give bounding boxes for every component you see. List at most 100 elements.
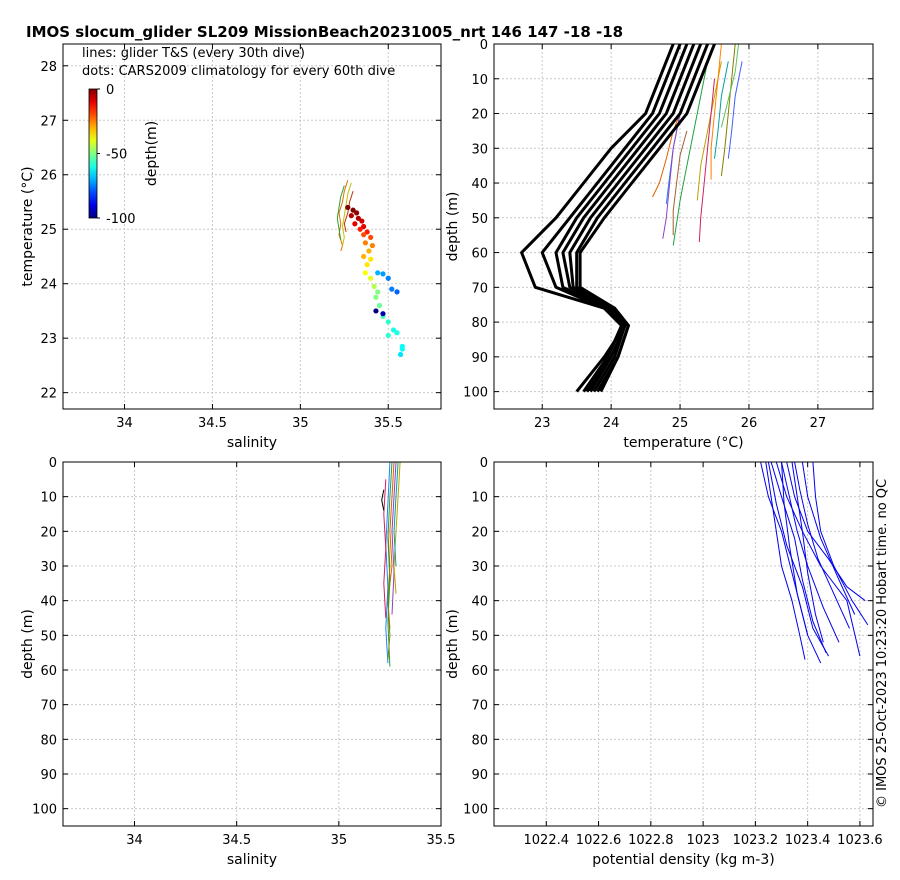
- glider-temperature-profile: [710, 44, 722, 180]
- glider-ts-line: [338, 180, 349, 252]
- y-tick-label: 100: [463, 386, 488, 401]
- axes-frame: [493, 43, 874, 410]
- y-tick-label: 70: [40, 699, 57, 714]
- climatology-dot: [362, 270, 368, 276]
- glider-salinity-profile: [387, 531, 391, 660]
- climatology-dot: [368, 275, 374, 281]
- axes-frame: [62, 461, 442, 827]
- panel-top-right: 23 24 25 26 27 0 10 20 30 40 50 60 70 80 90 100 temperat…: [445, 38, 874, 451]
- glider-temperature-profile: [720, 44, 736, 177]
- y-tick-label: 60: [471, 247, 488, 262]
- climatology-dot: [385, 332, 391, 339]
- y-tick-label: 70: [471, 699, 488, 714]
- x-tick-label: 34.5: [198, 416, 227, 431]
- y-tick-label: 90: [471, 351, 488, 366]
- climatology-dot: [385, 319, 391, 325]
- glider-salinity-profile: [393, 462, 401, 594]
- x-tick-label: 1022.6: [576, 833, 622, 848]
- density-profile: [791, 462, 824, 643]
- climatology-dot: [364, 262, 370, 268]
- y-tick-label: 80: [40, 733, 57, 748]
- y-tick-label: 10: [40, 491, 57, 506]
- climatology-dot: [389, 286, 395, 292]
- density-profile: [767, 462, 830, 657]
- x-axis-label: temperature (°C): [623, 435, 743, 451]
- annotation-lines: lines: glider T&S (every 30th dive): [82, 46, 305, 61]
- climatology-dot: [394, 330, 400, 336]
- y-tick-label: 90: [40, 768, 57, 783]
- climatology-dot: [397, 351, 404, 358]
- density-profile: [781, 462, 840, 643]
- y-tick-label: 27: [40, 114, 57, 129]
- y-tick-label: 70: [471, 281, 488, 296]
- y-tick-label: 26: [40, 169, 57, 184]
- y-tick-label: 40: [471, 177, 488, 192]
- climatology-dot: [369, 242, 376, 249]
- climatology-dot: [366, 248, 372, 254]
- x-tick-label: 26: [741, 416, 758, 431]
- x-tick-label: 34.5: [222, 833, 251, 848]
- climatology-dot: [373, 308, 379, 314]
- climatology-dot: [359, 218, 365, 224]
- colorbar: [88, 88, 98, 219]
- y-tick-label: 25: [40, 223, 57, 238]
- glider-temperature-profile: [672, 61, 709, 246]
- y-tick-label: 100: [463, 803, 488, 818]
- y-tick-label: 80: [471, 733, 488, 748]
- colorbar-tick-label: 0: [106, 83, 114, 98]
- climatology-dot: [352, 221, 358, 227]
- climatology-dot: [375, 289, 381, 295]
- density-profile: [786, 462, 866, 602]
- y-tick-label: 0: [480, 38, 488, 53]
- y-tick-label: 28: [40, 60, 57, 75]
- y-tick-label: 30: [40, 560, 57, 575]
- x-tick-label: 24: [603, 416, 620, 431]
- glider-salinity-profile: [381, 489, 385, 511]
- density-profile: [781, 462, 809, 636]
- x-tick-label: 1023.4: [785, 833, 831, 848]
- plot-area: [336, 180, 405, 358]
- glider-temperature-profile: [662, 113, 681, 239]
- plot-area: [381, 462, 401, 667]
- y-tick-label: 90: [471, 768, 488, 783]
- x-tick-label: 1023.2: [733, 833, 779, 848]
- x-axis-label: potential density (kg m-3): [592, 852, 774, 868]
- y-tick-label: 24: [40, 278, 57, 293]
- y-tick-label: 20: [471, 525, 488, 540]
- colorbar-label: depth(m): [144, 121, 160, 186]
- x-tick-label: 1022.8: [628, 833, 674, 848]
- glider-temperature-profile: [698, 78, 715, 243]
- climatology-dot: [375, 270, 381, 276]
- glider-salinity-profile: [393, 462, 399, 567]
- annotation-dots: dots: CARS2009 climatology for every 60t…: [82, 64, 395, 79]
- x-tick-label: 27: [810, 416, 827, 431]
- y-tick-label: 20: [40, 525, 57, 540]
- climatology-temperature-profile: [568, 44, 703, 393]
- glider-temperature-profile: [672, 130, 688, 236]
- y-axis-label: depth (m): [20, 609, 36, 679]
- climatology-dot: [368, 256, 374, 262]
- climatology-dot: [368, 234, 374, 240]
- y-axis-label: temperature (°C): [20, 166, 36, 286]
- panel-top-left: 34 34.5 35 35.5 22 23 24 25 26 27 28 salinity temper…: [20, 43, 442, 451]
- axes-frame: [493, 461, 874, 827]
- y-tick-label: 22: [40, 387, 57, 402]
- y-tick-label: 20: [471, 108, 488, 123]
- glider-ts-line: [336, 185, 345, 241]
- density-profile: [760, 462, 822, 664]
- climatology-dot: [371, 283, 377, 290]
- glider-salinity-profile: [385, 462, 391, 664]
- y-tick-label: 30: [471, 560, 488, 575]
- climatology-dot: [354, 210, 360, 216]
- density-profile: [801, 462, 856, 615]
- y-tick-label: 60: [40, 664, 57, 679]
- climatology-temperature-profile: [540, 44, 682, 393]
- plot-area: [760, 462, 869, 664]
- y-axis-label: depth (m): [445, 192, 461, 262]
- glider-temperature-profile: [720, 44, 740, 128]
- y-tick-label: 23: [40, 332, 57, 347]
- climatology-dot: [362, 240, 368, 246]
- y-tick-label: 30: [471, 142, 488, 157]
- glider-salinity-profile: [391, 462, 397, 615]
